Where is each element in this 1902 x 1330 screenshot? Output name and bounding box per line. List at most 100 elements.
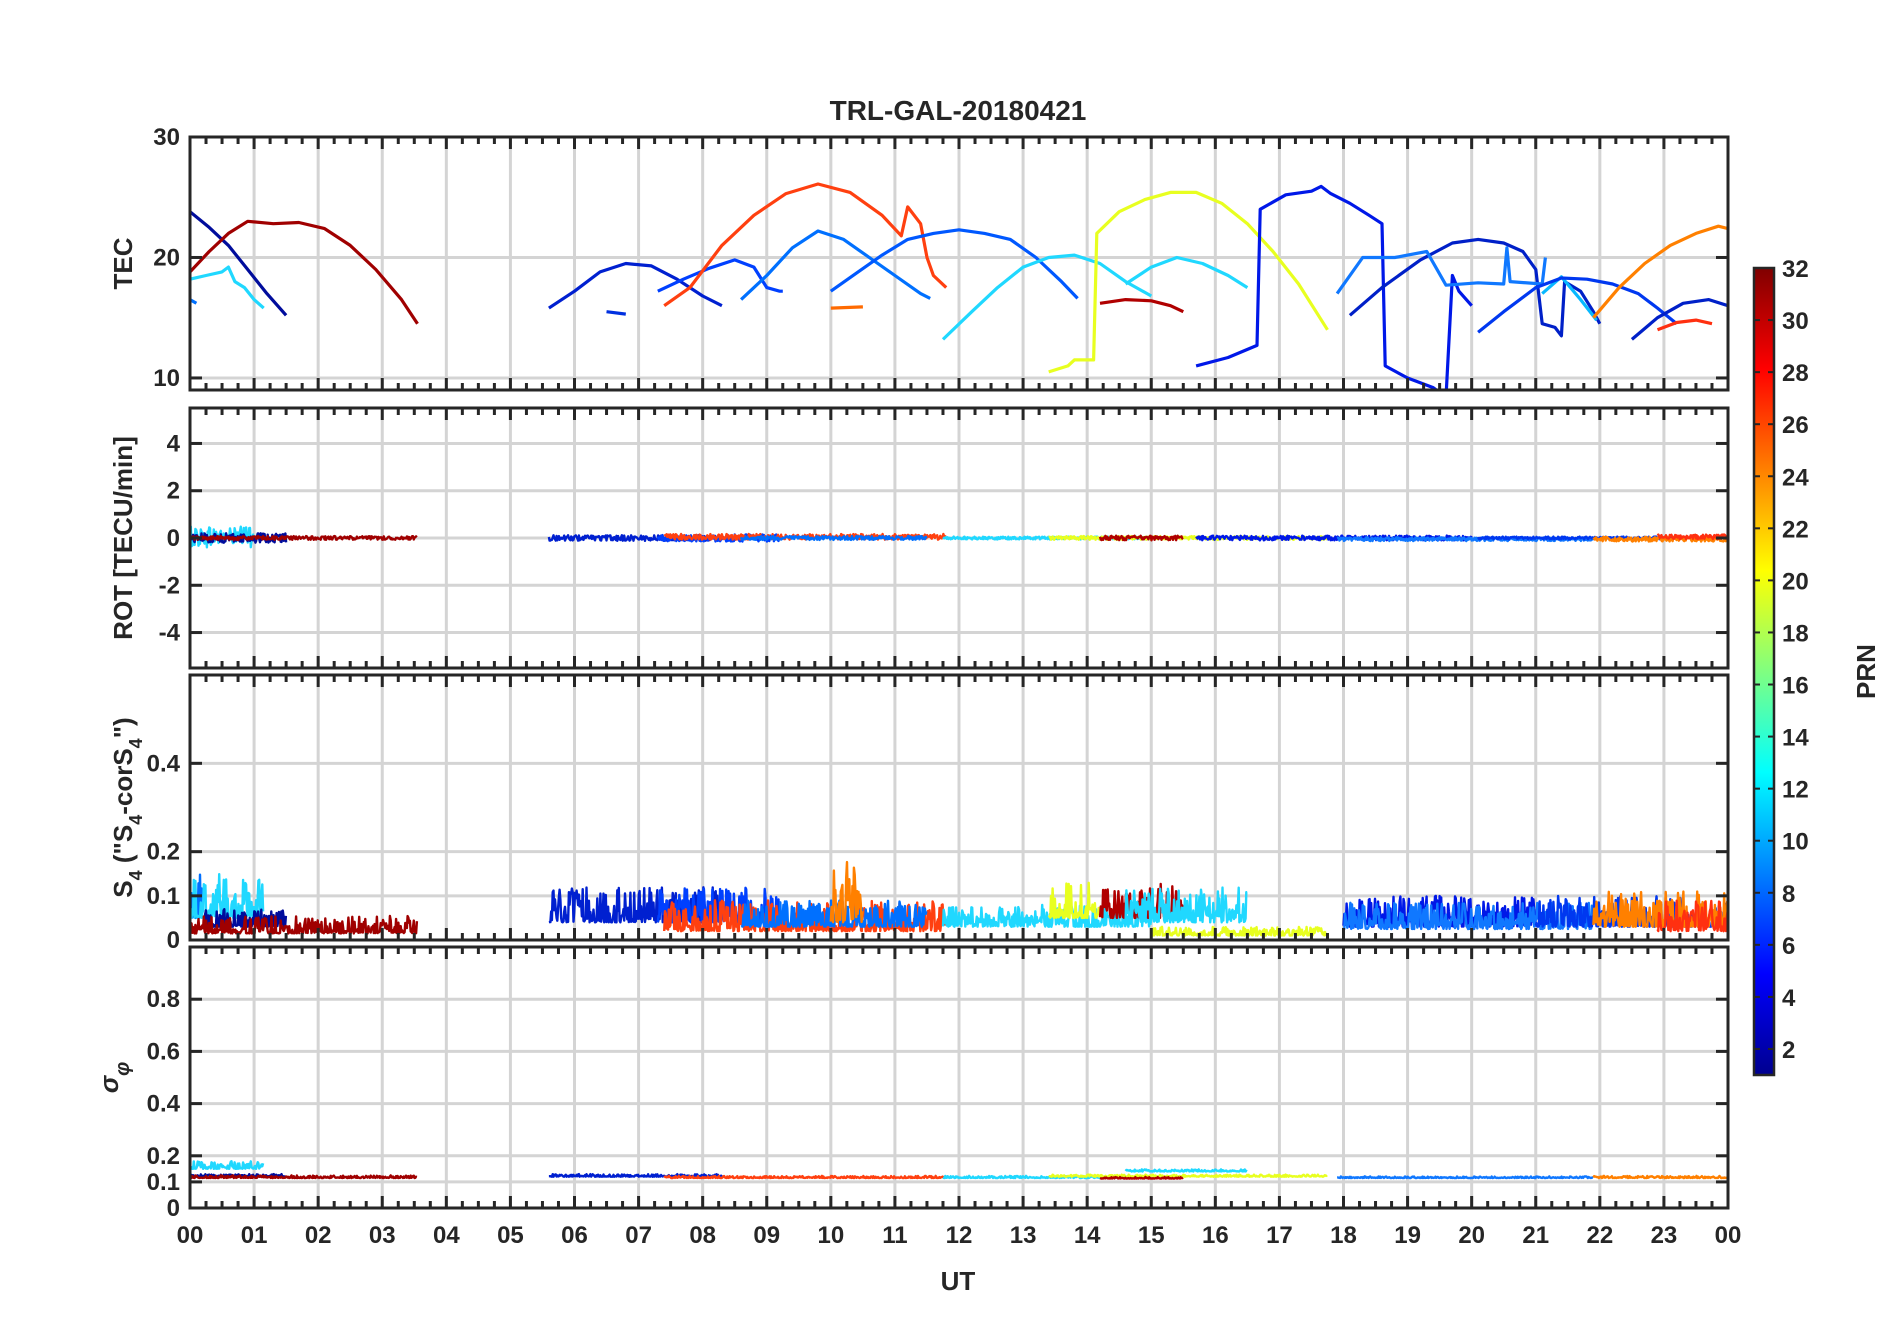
y-tick-label: 0 [167, 525, 180, 552]
series-prn-8 [1336, 1175, 1594, 1180]
series-prn-6 [606, 310, 626, 316]
x-tick-label: 10 [817, 1222, 844, 1249]
series-prn-5 [657, 258, 783, 293]
series-prn-20 [1047, 881, 1101, 920]
y-tick-label: 20 [153, 244, 180, 271]
series-prn-6 [1477, 276, 1678, 334]
x-tick-label: 22 [1586, 1222, 1613, 1249]
series-prn-3 [1630, 298, 1728, 341]
series-prn-30 [1098, 534, 1184, 542]
x-tick-label: 19 [1394, 1222, 1421, 1249]
x-tick-label: 12 [946, 1222, 973, 1249]
x-tick-label: 05 [497, 1222, 524, 1249]
y-tick-label: 0.4 [147, 750, 181, 777]
x-tick-label: 23 [1651, 1222, 1678, 1249]
ylabel-part: ("S [108, 825, 138, 871]
ylabel-part: -corS [108, 748, 138, 814]
series-group [190, 525, 1728, 549]
series-prn-11 [1541, 275, 1598, 322]
panel-s4: 00.10.20.4S4 ("S4-corS4") [108, 673, 1730, 954]
x-tick-label: 08 [689, 1222, 716, 1249]
series-prn-24 [830, 305, 863, 310]
y-axis-label: TEC [108, 237, 138, 289]
series-prn-2 [190, 210, 288, 317]
y-axis-label: ROT [TECU/min] [108, 436, 138, 640]
y-axis-label: σφ [94, 1062, 134, 1093]
series-prn-8 [739, 534, 928, 542]
x-tick-label: 18 [1330, 1222, 1357, 1249]
y-tick-label: 0.6 [147, 1038, 180, 1065]
ylabel-sub: 4 [126, 870, 146, 880]
y-tick-label: -4 [159, 620, 181, 647]
x-axis-tick-labels: 00 01 02 03 04 05 06 07 08 09 10 11 12 13 14 15 16 17 18 19… [177, 1222, 1742, 1249]
colorbar-tick-label: 16 [1782, 673, 1809, 700]
series-prn-12 [1124, 1168, 1248, 1173]
x-tick-label: 14 [1074, 1222, 1101, 1249]
x-tick-label: 03 [369, 1222, 396, 1249]
series-prn-23 [1592, 535, 1728, 543]
series-prn-23 [1592, 1174, 1728, 1180]
colorbar-tick-label: 24 [1782, 464, 1809, 491]
x-tick-label: 06 [561, 1222, 588, 1249]
series-prn-8 [740, 229, 931, 301]
x-tick-label: 13 [1010, 1222, 1037, 1249]
chart-title: TRL-GAL-20180421 [830, 95, 1087, 126]
series-prn-3 [548, 261, 723, 310]
ylabel-sub: φ [112, 1062, 134, 1076]
x-tick-label: 16 [1202, 1222, 1229, 1249]
x-tick-label: 15 [1138, 1222, 1165, 1249]
x-tick-label: 04 [433, 1222, 460, 1249]
ylabel-sub: 4 [126, 738, 146, 748]
colorbar-tick-label: 18 [1782, 620, 1809, 647]
series-prn-8 [1335, 246, 1547, 295]
ylabel-sub: 4 [126, 815, 146, 825]
panel-tec: 10 20 30 TEC [108, 124, 1730, 392]
y-tick-label: 0.1 [147, 1169, 180, 1196]
colorbar-tick-label: 10 [1782, 829, 1809, 856]
series-prn-24 [829, 860, 864, 924]
x-tick-label: 07 [625, 1222, 652, 1249]
colorbar-label: PRN [1851, 644, 1881, 699]
series-prn-31 [190, 534, 418, 542]
y-tick-label: 0 [167, 1195, 180, 1222]
x-tick-label: 21 [1522, 1222, 1549, 1249]
y-tick-label: 0 [167, 927, 180, 954]
y-tick-label: 2 [167, 478, 180, 505]
x-tick-label: 11 [882, 1222, 907, 1249]
series-prn-25 [663, 1174, 947, 1180]
series-prn-31 [190, 219, 419, 325]
series-group [190, 860, 1728, 937]
series-prn-31 [190, 1174, 418, 1180]
ylabel-part: σ [94, 1074, 124, 1093]
x-tick-label: 09 [753, 1222, 780, 1249]
x-tick-label: 02 [305, 1222, 332, 1249]
y-tick-label: 0.2 [147, 839, 180, 866]
colorbar-frame [1752, 266, 1776, 1077]
x-tick-label: 17 [1266, 1222, 1293, 1249]
y-tick-label: 0.4 [147, 1091, 181, 1118]
axes-frame [188, 406, 1730, 670]
x-tick-label: 01 [241, 1222, 268, 1249]
ylabel-part: ") [108, 717, 138, 738]
colorbar-tick-label: 8 [1782, 881, 1795, 908]
y-axis-label: S4 ("S4-corS4") [108, 717, 146, 897]
x-axis-label: UT [941, 1266, 976, 1296]
axes-frame [188, 673, 1730, 942]
colorbar-tick-label: 26 [1782, 412, 1809, 439]
series-prn-12 [1124, 255, 1249, 289]
series-prn-30 [1099, 298, 1184, 314]
colorbar-tick-label: 12 [1782, 777, 1809, 804]
colorbar-tick-label: 4 [1782, 985, 1796, 1012]
x-tick-label: 00 [1715, 1222, 1742, 1249]
series-prn-31 [190, 914, 419, 935]
y-tick-label: 10 [153, 365, 180, 392]
series-prn-27 [1656, 899, 1728, 933]
series-prn-20 [1150, 925, 1328, 937]
series-prn-12 [941, 253, 1153, 341]
series-prn-7 [829, 228, 1079, 300]
series-prn-30 [1099, 1175, 1184, 1180]
series-group [190, 182, 1728, 390]
colorbar-tick-label: 20 [1782, 568, 1809, 595]
panel-sigma: 00.10.2 0.4 0.6 0.8 σφ [94, 945, 1730, 1222]
